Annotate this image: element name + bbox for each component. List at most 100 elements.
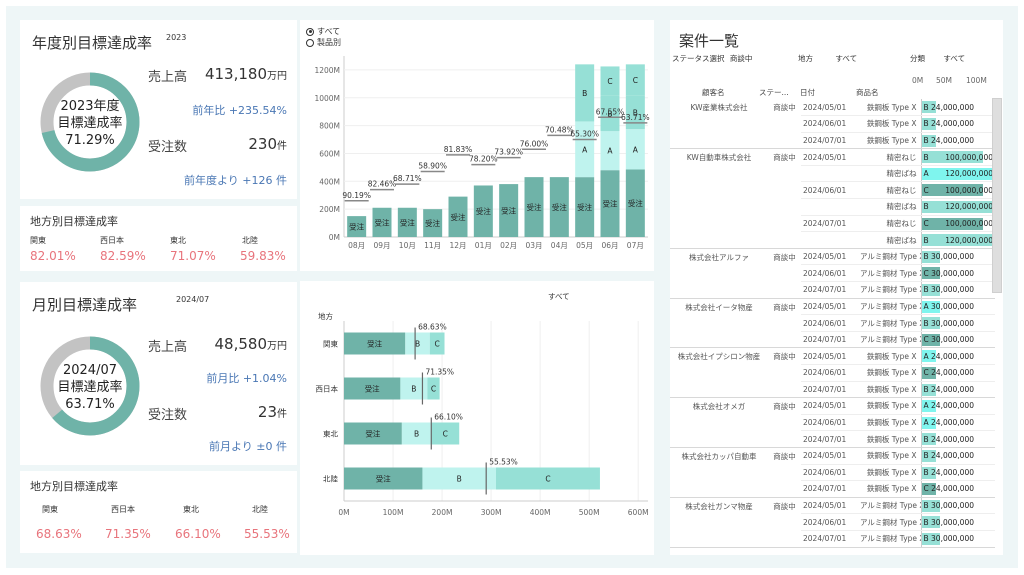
- bar-segment-order[interactable]: [372, 207, 392, 237]
- table-row[interactable]: 精密ばね B 120,000,000: [670, 231, 995, 249]
- hbar-segment-b[interactable]: [400, 377, 428, 400]
- bar-segment-b[interactable]: [625, 95, 645, 130]
- bar-segment-label: 受注: [451, 212, 466, 222]
- table-row[interactable]: 精密ばね A 120,000,000: [670, 165, 995, 183]
- hbar-segment-c[interactable]: [431, 422, 460, 445]
- bar-segment-order[interactable]: [549, 177, 569, 237]
- bar-segment-order[interactable]: [448, 196, 468, 237]
- cell-amount: B 30,000,000: [920, 314, 995, 332]
- hbar-segment-order[interactable]: [344, 467, 423, 490]
- bar-segment-label: B: [607, 109, 612, 118]
- bar-segment-order[interactable]: [423, 209, 443, 237]
- annual-donut: [40, 72, 140, 172]
- bar-segment-order[interactable]: [499, 184, 519, 237]
- col-status: ステー...: [759, 88, 789, 97]
- bar-segment-a[interactable]: [600, 131, 620, 171]
- cell-date: 2024/05/01: [801, 497, 859, 515]
- hbar-segment-c[interactable]: [429, 332, 445, 355]
- bar-segment-b[interactable]: [600, 95, 620, 132]
- annual-region-value-3: 59.83%: [240, 249, 286, 263]
- hbar-segment-c[interactable]: [427, 377, 440, 400]
- table-row[interactable]: 2024/06/01 精密ねじ C 100,000,000: [670, 181, 995, 200]
- hbar-segment-c[interactable]: [496, 467, 600, 490]
- cell-date: 2024/07/01: [801, 480, 859, 498]
- cell-amount: B 24,000,000: [920, 464, 995, 482]
- bar-segment-order[interactable]: [397, 207, 417, 237]
- cell-product: アルミ鋼材 Type X: [859, 264, 921, 283]
- x-tick-label: 09月: [373, 241, 390, 250]
- cell-customer: 株式会社カッパ自動車: [670, 447, 768, 498]
- amount-value: 24,000,000: [928, 434, 974, 444]
- hbar-segment-order[interactable]: [344, 377, 401, 400]
- bar-segment-a[interactable]: [625, 129, 645, 170]
- hbar-segment-b[interactable]: [405, 332, 430, 355]
- cell-product: アルミ鋼材 Type X: [859, 331, 921, 349]
- bar-segment-order[interactable]: [625, 169, 645, 237]
- annual-donut-line1: 2023年度: [60, 99, 120, 114]
- radio-option-all[interactable]: すべて: [306, 26, 341, 37]
- bar-segment-order[interactable]: [524, 177, 544, 237]
- bar-segment-order[interactable]: [575, 177, 595, 237]
- hbar-segment-b[interactable]: [422, 467, 496, 490]
- cell-amount: B 120,000,000: [920, 198, 995, 216]
- table-row[interactable]: 精密ばね B 120,000,000: [670, 198, 995, 216]
- cell-date: 2024/06/01: [801, 414, 859, 432]
- amount-category: A: [923, 169, 929, 179]
- bar-segment-order[interactable]: [347, 216, 367, 237]
- cell-amount: C 24,000,000: [920, 480, 995, 498]
- amount-value: 24,000,000: [928, 484, 975, 494]
- table-row[interactable]: 2024/07/01 精密ねじ C 100,000,000: [670, 215, 995, 233]
- monthly-donut-line1: 2024/07: [62, 363, 117, 378]
- bar-segment-c[interactable]: [625, 64, 645, 96]
- hbar-segment-order[interactable]: [344, 332, 406, 355]
- radio-option-product[interactable]: 製品別: [306, 37, 341, 48]
- monthly-region-value-3: 55.53%: [244, 527, 290, 541]
- amount-category: B: [923, 235, 929, 245]
- bar-segment-b[interactable]: [575, 64, 595, 122]
- x-tick-label: 12月: [449, 241, 466, 250]
- filter-status[interactable]: ステータス選択 商談中: [672, 53, 752, 64]
- hbar-segment-order[interactable]: [344, 422, 402, 445]
- filter-region[interactable]: 地方 すべて: [798, 53, 857, 64]
- bar-segment-c[interactable]: [600, 66, 620, 96]
- bar-segment-order[interactable]: [473, 185, 493, 237]
- cell-amount: C 30,000,000: [920, 331, 995, 349]
- amount-category: B: [923, 285, 929, 295]
- bar-segment-a[interactable]: [575, 121, 595, 178]
- region-chart-header: すべて: [548, 292, 570, 301]
- bar-segment-label: 受注: [577, 202, 593, 212]
- case-scrollbar[interactable]: [992, 98, 1002, 293]
- filter-category[interactable]: 分類 すべて: [910, 53, 965, 64]
- annual-sales: 413,180万円: [205, 64, 287, 83]
- table-row[interactable]: KW自動車株式会社 商談中 2024/05/01 精密ねじ B 100,000,000: [670, 148, 995, 249]
- x-tick-label: 08月: [348, 241, 365, 250]
- bar-segment-order[interactable]: [600, 170, 620, 237]
- amount-bar: [921, 532, 940, 545]
- cell-date: 2024/06/01: [801, 364, 859, 382]
- hbar-segment-b[interactable]: [401, 422, 432, 445]
- monthly-donut: [40, 336, 140, 436]
- rate-label: 68.71%: [393, 174, 422, 183]
- amount-bar: [921, 317, 940, 330]
